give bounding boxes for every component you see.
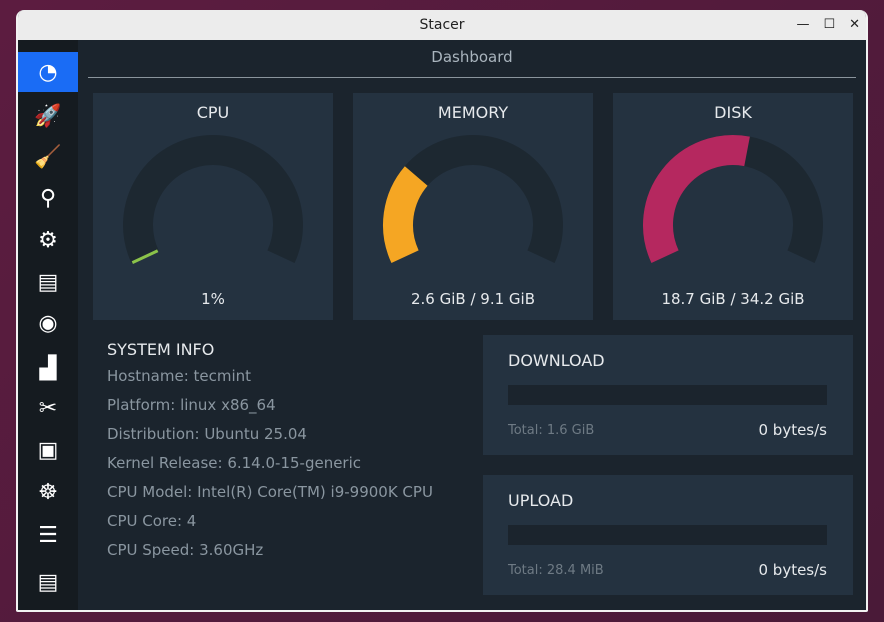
system-info-title: SYSTEM INFO (107, 340, 215, 359)
download-speed: 0 bytes/s (758, 421, 827, 439)
gauge-panel-disk: DISK 18.7 GiB / 34.2 GiB (613, 93, 853, 320)
gauge-disk (643, 135, 823, 264)
system-info-hostname: Hostname: tecmint (107, 367, 252, 385)
gauge-track (383, 135, 563, 264)
gauge-cpu (123, 135, 303, 264)
system-info: SYSTEM INFO Hostname: tecmint Platform: … (107, 340, 433, 570)
dashboard-main: Dashboard CPU 1% MEMORY 2.6 GiB / 9.1 GiB DI… (78, 40, 866, 610)
sidebar-item-search[interactable]: ⚲ (18, 178, 78, 218)
gauge-value: 2.6 GiB / 9.1 GiB (411, 290, 535, 308)
window-stack-icon: ▤ (37, 269, 59, 295)
system-info-cpu-model: CPU Model: Intel(R) Core(TM) i9-9900K CP… (107, 483, 433, 501)
sidebar-item-helpers[interactable]: ✂ (18, 388, 78, 428)
upload-total: Total: 28.4 MiB (508, 563, 604, 578)
tools-icon: ✂ (38, 395, 58, 421)
gauge-label: MEMORY (437, 103, 509, 122)
sidebar-item-services[interactable]: ⚙ (18, 220, 78, 260)
gauge-track (123, 135, 303, 264)
broom-icon: 🧹 (34, 144, 62, 170)
system-info-distribution: Distribution: Ubuntu 25.04 (107, 425, 307, 443)
system-info-platform: Platform: linux x86_64 (107, 396, 276, 414)
gauge-value: 1% (201, 290, 225, 308)
gauge-label: CPU (196, 103, 230, 122)
gauge-label: DISK (714, 103, 752, 122)
gauge-fill (131, 249, 159, 264)
window-title: Stacer (419, 17, 465, 33)
sidebar-item-feedback[interactable]: ▤ (18, 562, 78, 602)
sidebar-item-startup-apps[interactable]: 🚀 (18, 96, 78, 136)
download-bar (508, 385, 827, 405)
sidebar-item-settings[interactable]: ☰ (18, 515, 78, 555)
rocket-icon: 🚀 (34, 103, 62, 129)
message-icon: ▤ (37, 569, 59, 595)
gauge-fill (383, 166, 428, 264)
speedometer-icon: ◔ (38, 59, 58, 85)
sidebar-item-uninstaller[interactable]: ◉ (18, 303, 78, 343)
upload-label: UPLOAD (508, 491, 574, 510)
system-info-cpu-speed: CPU Speed: 3.60GHz (107, 541, 264, 559)
gauge-memory (383, 135, 563, 264)
download-panel: DOWNLOAD Total: 1.6 GiB 0 bytes/s (483, 335, 853, 455)
sidebar-item-system-cleaner[interactable]: 🧹 (18, 137, 78, 177)
page-title: Dashboard (431, 48, 513, 66)
gauge-panel-cpu: CPU 1% (93, 93, 333, 320)
sidebar-item-dashboard[interactable]: ◔ (18, 52, 78, 92)
stacer-window: Stacer — ☐ ✕ ◔ 🚀 🧹 ⚲ ⚙ ▤ ◉ ▟ ✂ ▣ ☸ ☰ ▤ Dashboard CPU… (16, 10, 868, 612)
upload-speed: 0 bytes/s (758, 561, 827, 579)
download-label: DOWNLOAD (508, 351, 605, 370)
disk-box-icon: ◉ (38, 310, 58, 336)
gears-icon: ⚙ (38, 227, 58, 253)
system-info-kernel: Kernel Release: 6.14.0-15-generic (107, 454, 362, 472)
gauge-value: 18.7 GiB / 34.2 GiB (661, 290, 805, 308)
download-total: Total: 1.6 GiB (508, 423, 595, 438)
sidebar-item-processes[interactable]: ▤ (18, 262, 78, 302)
sidebar: ◔ 🚀 🧹 ⚲ ⚙ ▤ ◉ ▟ ✂ ▣ ☸ ☰ ▤ (18, 40, 78, 610)
sidebar-item-gnome-settings[interactable]: ☸ (18, 472, 78, 512)
maximize-button[interactable]: ☐ (823, 17, 836, 32)
minimize-button[interactable]: — (796, 17, 810, 32)
title-divider (88, 77, 856, 78)
magnifier-icon: ⚲ (39, 185, 57, 211)
sliders-icon: ☰ (38, 522, 58, 548)
close-button[interactable]: ✕ (849, 17, 860, 32)
title-bar: Stacer — ☐ ✕ (18, 10, 866, 40)
upload-panel: UPLOAD Total: 28.4 MiB 0 bytes/s (483, 475, 853, 595)
sidebar-item-apt-repository[interactable]: ▣ (18, 430, 78, 470)
gnome-foot-icon: ☸ (38, 479, 58, 505)
box-icon: ▣ (37, 437, 59, 463)
upload-bar (508, 525, 827, 545)
system-info-cpu-core: CPU Core: 4 (107, 512, 197, 530)
gauge-panel-memory: MEMORY 2.6 GiB / 9.1 GiB (353, 93, 593, 320)
sidebar-item-resources[interactable]: ▟ (18, 348, 78, 388)
chart-icon: ▟ (39, 355, 57, 381)
gauge-fill (643, 135, 750, 264)
